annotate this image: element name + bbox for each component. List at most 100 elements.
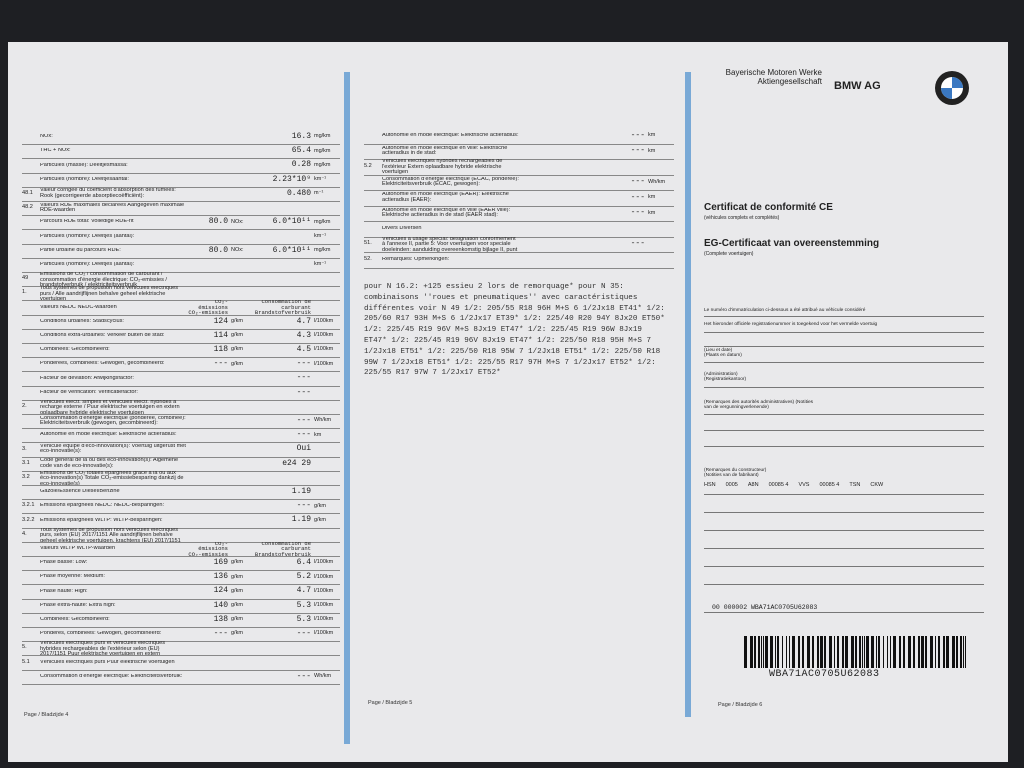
bar-stripe (887, 636, 888, 668)
value: 80.0 (208, 217, 228, 227)
label: Facteur de déviation: Afwijkingsfactor: (40, 375, 134, 381)
paper: Page / Bladzijde 4 NOx: 16.3 mg/km THC + NO… (8, 42, 1008, 762)
value: 0.28 (291, 160, 311, 170)
value: 6.4 (296, 558, 311, 568)
value: --- (630, 239, 645, 249)
value: --- (296, 501, 311, 511)
bar-stripe (792, 636, 795, 668)
code: HSN (704, 482, 716, 488)
bar-stripe (908, 636, 911, 668)
unit: km (648, 194, 656, 200)
barcode-text: WBA71AC0705U62083 (769, 669, 880, 680)
row: Consommation d'énergie électrique: Elekt… (22, 670, 340, 685)
bar-stripe (943, 636, 945, 668)
label: Autonomie en mode électrique en ville (E… (382, 207, 511, 219)
value: 6.0*10¹¹ (272, 217, 311, 227)
bar-stripe (845, 636, 848, 668)
label: Émissions de CO₂ totales épargnées grâce… (40, 470, 184, 485)
row: 49 Émissions de CO₂ / consommation de car… (22, 272, 340, 288)
bar-stripe (817, 636, 819, 668)
value: --- (630, 208, 645, 218)
row: Consommation d'énergie électrique (pondé… (22, 414, 340, 430)
bar-stripe (963, 636, 964, 668)
title: Certificat de conformité CE (704, 202, 833, 213)
label: Valeurs RDE maximales déclarées Aangegev… (40, 202, 185, 214)
page-6: Bayerische Motoren Werke Aktiengesellsch… (694, 42, 1004, 762)
field-label: Het hieronder officiële registratienumme… (704, 322, 878, 327)
label: Véhicules électr. simples et véhicules é… (40, 399, 180, 414)
item-number: 4. (22, 530, 27, 537)
label: Particules (nombre): Deeltjes (aantal): (40, 233, 135, 239)
value: 136 (213, 572, 228, 582)
bar-stripe (761, 636, 762, 668)
bar-stripe (829, 636, 832, 668)
label: Véhicules à usage spécial: désignation c… (382, 236, 518, 253)
label: Consommation d'énergie électrique: Elekt… (40, 673, 183, 679)
row: Consommation d'énergie électrique (ECAC,… (364, 175, 674, 191)
bar-stripe (862, 636, 863, 668)
value: --- (296, 629, 311, 639)
label: THC + NOx: (40, 148, 71, 154)
unit: l/100km (314, 573, 334, 580)
item-number: 52. (364, 255, 372, 262)
unit: l/100km (314, 587, 334, 594)
bar-stripe (965, 636, 966, 668)
value: --- (213, 629, 228, 639)
bar-stripe (758, 636, 760, 668)
value: 4.7 (296, 316, 311, 326)
value: CO₂-émissions CO₂-emissies (188, 300, 228, 316)
bar-stripe (851, 636, 854, 668)
value: --- (296, 416, 311, 426)
unit: mg/km (314, 218, 331, 225)
row: 48.1 Valeur corrigée du coefficient d'abs… (22, 187, 340, 202)
row: Valeurs NEDC NEDC-waarden CO₂-émissions C… (22, 300, 340, 316)
rule (704, 530, 984, 531)
footer: Page / Bladzijde 6 (718, 702, 763, 708)
item-number: 3.2 (22, 474, 30, 481)
item-number: 3.1 (22, 459, 30, 466)
value: 169 (213, 558, 228, 568)
bar-stripe (960, 636, 962, 668)
rule (704, 548, 984, 549)
row: THC + NOx: 65.4 mg/km (22, 144, 340, 160)
row: Phase moyenne: Medium: 136 g/km 5.2 l/100km (22, 570, 340, 586)
bar-stripe (812, 636, 814, 668)
bar-stripe (952, 636, 955, 668)
unit: g/km (314, 516, 326, 523)
bar-stripe (913, 636, 915, 668)
field-label: (Administration) (Registratiekantoor) (704, 372, 747, 382)
unit: g/km (314, 502, 326, 509)
value: 4.3 (296, 330, 311, 340)
label: NOx: (40, 134, 53, 140)
row: Divers Diversen (364, 221, 674, 238)
row: 5.1 Véhicules électriques purs Puur elekt… (22, 655, 340, 671)
value: 5.3 (296, 614, 311, 624)
row: Partie urbaine du parcours RDE: 80.0 NOx: 6… (22, 244, 340, 259)
row: Phase basse: Low: 169 g/km 6.4 l/100km (22, 556, 340, 572)
label: Autonomie en mode électrique: Elektrisch… (40, 432, 177, 438)
logo (935, 71, 969, 105)
item-number: 3.2.2 (22, 516, 35, 523)
bar-stripe (807, 636, 810, 668)
row: Particules (nombre): Deeltjesaantal: 2.23… (22, 173, 340, 188)
label: Tous systèmes de propulsion hors véhicul… (40, 527, 181, 542)
row: Pondérées, combinées: Gewogen, gecombine… (22, 357, 340, 373)
unit: g/km (231, 346, 243, 353)
blue-strip (344, 72, 350, 744)
unit: km (648, 147, 656, 154)
unit: l/100km (314, 317, 334, 324)
item-number: 49 (22, 275, 29, 282)
value: --- (213, 359, 228, 369)
bar-stripe (899, 636, 901, 668)
rule (704, 414, 984, 415)
unit: g/km (231, 601, 243, 608)
label: Particules (nombre): Deeltjesaantal: (40, 176, 129, 182)
unit: l/100km (314, 616, 334, 623)
code: CKW (870, 482, 884, 488)
unit: l/100km (314, 630, 334, 637)
rule (704, 346, 984, 347)
label: Particules (masse): Deeltjesmassa: (40, 162, 128, 168)
bar-stripe (754, 636, 756, 668)
label: Gazole/Essence Diesel/Benzine (40, 489, 120, 495)
value: 16.3 (291, 132, 311, 142)
